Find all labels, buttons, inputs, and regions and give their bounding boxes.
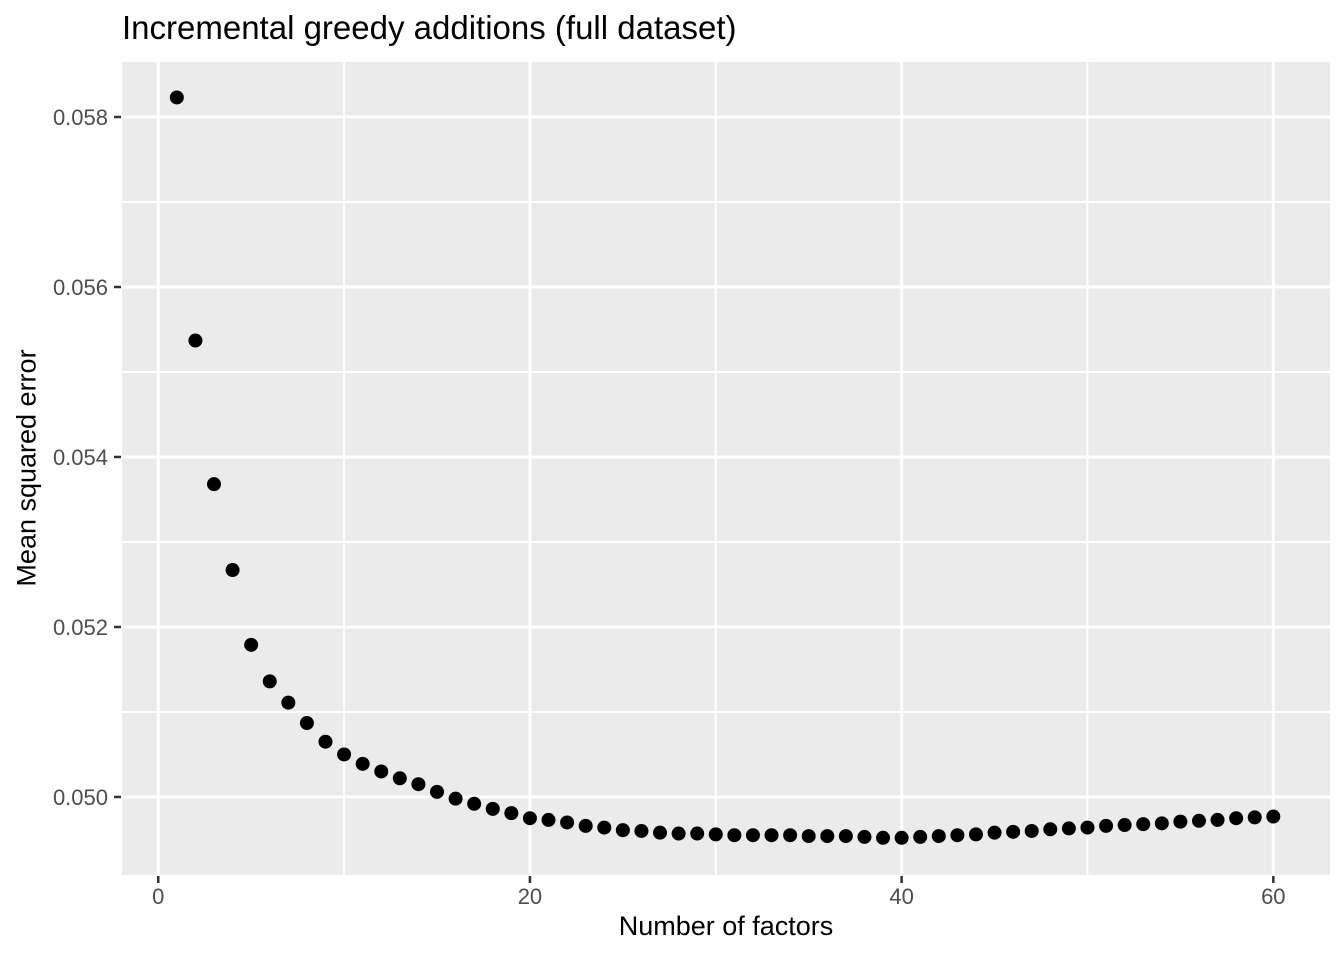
data-point xyxy=(1006,824,1021,839)
data-point xyxy=(560,815,575,830)
x-axis-title: Number of factors xyxy=(618,911,834,941)
data-point xyxy=(485,801,500,816)
data-point xyxy=(690,826,705,841)
data-point xyxy=(745,828,760,843)
data-point xyxy=(1136,817,1151,832)
data-point xyxy=(430,784,445,799)
data-point xyxy=(1099,818,1114,833)
data-point xyxy=(206,477,221,492)
data-point xyxy=(337,747,352,762)
data-point xyxy=(188,333,203,348)
y-tick-label: 0.050 xyxy=(53,785,108,810)
x-tick-label: 40 xyxy=(889,884,913,909)
data-point xyxy=(913,829,928,844)
data-point xyxy=(578,818,593,833)
data-point xyxy=(634,823,649,838)
data-point xyxy=(1080,820,1095,835)
data-point xyxy=(281,695,296,710)
data-point xyxy=(968,827,983,842)
data-point xyxy=(1154,816,1169,831)
data-point xyxy=(1210,812,1225,827)
x-tick-label: 60 xyxy=(1261,884,1285,909)
data-point xyxy=(448,791,463,806)
data-point xyxy=(783,828,798,843)
data-point xyxy=(1043,822,1058,837)
x-tick-label: 20 xyxy=(518,884,542,909)
y-tick-label: 0.056 xyxy=(53,275,108,300)
data-point xyxy=(225,563,240,578)
data-point xyxy=(392,771,407,786)
data-point xyxy=(244,637,259,652)
data-point xyxy=(541,812,556,827)
data-point xyxy=(671,826,686,841)
x-tick-label: 0 xyxy=(152,884,164,909)
data-point xyxy=(467,796,482,811)
data-point xyxy=(411,777,426,792)
data-point xyxy=(504,806,519,821)
data-point xyxy=(1173,814,1188,829)
data-point xyxy=(1229,811,1244,826)
y-tick-label: 0.052 xyxy=(53,615,108,640)
data-point xyxy=(801,829,816,844)
data-point xyxy=(1247,810,1262,825)
data-point xyxy=(987,825,1002,840)
data-point xyxy=(1117,818,1132,833)
data-point xyxy=(820,829,835,844)
data-point xyxy=(522,811,537,826)
data-point xyxy=(1024,823,1039,838)
data-point xyxy=(318,734,333,749)
data-point xyxy=(262,674,277,689)
data-point xyxy=(857,829,872,844)
data-point xyxy=(950,828,965,843)
data-point xyxy=(169,90,184,105)
data-point xyxy=(894,830,909,845)
data-point xyxy=(838,829,853,844)
panel-background xyxy=(122,62,1330,875)
data-point xyxy=(597,820,612,835)
chart-title: Incremental greedy additions (full datas… xyxy=(122,9,737,46)
data-point xyxy=(727,828,742,843)
data-point xyxy=(374,764,389,779)
y-tick-label: 0.058 xyxy=(53,105,108,130)
data-point xyxy=(876,830,891,845)
data-point xyxy=(931,829,946,844)
data-point xyxy=(299,716,314,731)
data-point xyxy=(653,825,668,840)
data-point xyxy=(764,828,779,843)
data-point xyxy=(1061,821,1076,836)
data-point xyxy=(355,756,370,771)
data-point xyxy=(1266,809,1281,824)
data-point xyxy=(1191,813,1206,828)
y-tick-label: 0.054 xyxy=(53,445,108,470)
data-point xyxy=(615,823,630,838)
data-point xyxy=(708,827,723,842)
